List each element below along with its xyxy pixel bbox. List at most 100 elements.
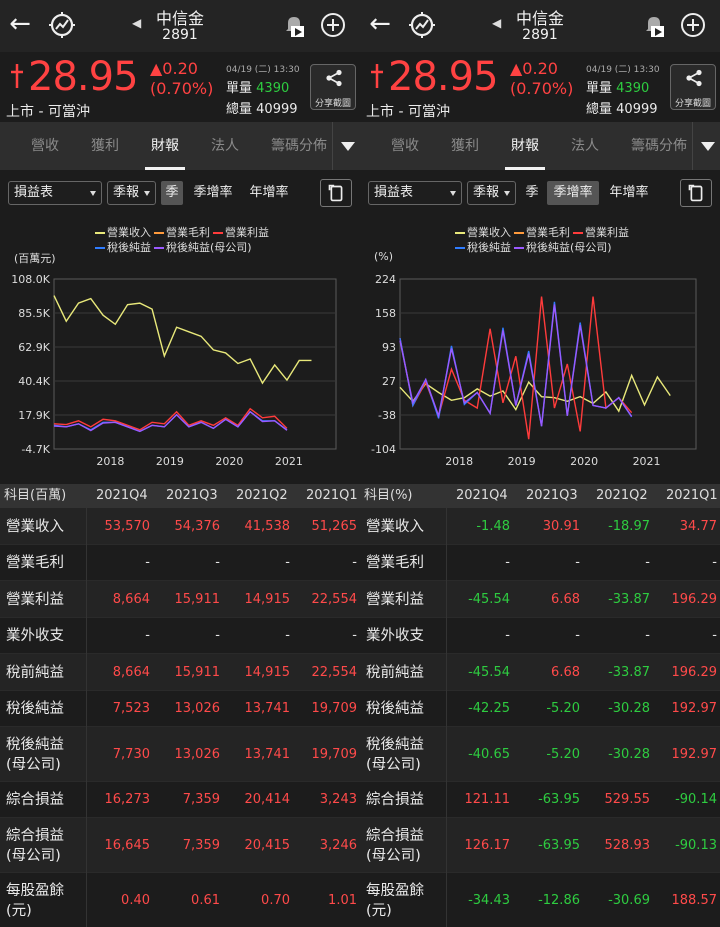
table-row[interactable]: 綜合損益 (母公司) 16,645 7,359 20,415 3,246 bbox=[0, 818, 360, 873]
header-quarter[interactable]: 2021Q2 bbox=[596, 488, 648, 503]
header-quarter[interactable]: 2021Q4 bbox=[456, 488, 508, 503]
legend-item[interactable]: 營業利益 bbox=[213, 226, 269, 239]
tab-chip-distribution[interactable]: 籌碼分佈 bbox=[271, 138, 327, 154]
share-screenshot-button[interactable]: 分享截圖 bbox=[670, 64, 716, 110]
period-select[interactable]: 季報 bbox=[467, 181, 516, 205]
prev-stock-icon[interactable]: ◀ bbox=[132, 16, 142, 30]
table-cell: 121.11 bbox=[464, 792, 511, 807]
table-row[interactable]: 營業毛利 - - - - bbox=[0, 545, 360, 581]
table-cell: - bbox=[712, 555, 717, 570]
rotate-screen-icon[interactable] bbox=[320, 179, 352, 207]
table-row[interactable]: 稅後純益 (母公司) -40.65 -5.20 -30.28 192.97 bbox=[360, 727, 720, 782]
tab-institutional[interactable]: 法人 bbox=[211, 138, 239, 154]
table-row[interactable]: 營業收入 53,570 54,376 41,538 51,265 bbox=[0, 508, 360, 545]
table-cell: - bbox=[352, 628, 357, 643]
column-divider bbox=[446, 618, 447, 654]
add-icon[interactable] bbox=[680, 12, 706, 38]
header-quarter[interactable]: 2021Q4 bbox=[96, 488, 148, 503]
y-axis-unit: (%) bbox=[374, 250, 394, 263]
add-icon[interactable] bbox=[320, 12, 346, 38]
header-quarter[interactable]: 2021Q1 bbox=[666, 488, 718, 503]
table-cell: -30.28 bbox=[608, 701, 650, 716]
tab-more-chevron-icon[interactable] bbox=[332, 122, 360, 170]
table-cell: 13,741 bbox=[244, 746, 291, 762]
seg-qoq[interactable]: 季增率 bbox=[547, 181, 599, 205]
share-screenshot-button[interactable]: 分享截圖 bbox=[310, 64, 356, 110]
y-tick-label: 93 bbox=[382, 341, 396, 354]
quote-section: 28.95 ▲0.20 (0.70%) 上市 - 可當沖 04/19 (二) 1… bbox=[360, 52, 720, 122]
seg-yoy[interactable]: 年增率 bbox=[249, 185, 289, 200]
seg-yoy[interactable]: 年增率 bbox=[609, 185, 649, 200]
legend-item[interactable]: 營業收入 bbox=[455, 226, 511, 239]
header-quarter[interactable]: 2021Q3 bbox=[526, 488, 578, 503]
table-row[interactable]: 綜合損益 16,273 7,359 20,414 3,243 bbox=[0, 782, 360, 818]
tab-financials[interactable]: 財報 bbox=[151, 138, 179, 154]
legend-item[interactable]: 營業毛利 bbox=[514, 226, 570, 239]
plot-frame bbox=[399, 278, 697, 450]
tab-revenue[interactable]: 營收 bbox=[31, 138, 59, 154]
table-cell: 15,911 bbox=[174, 664, 221, 680]
table-row[interactable]: 稅後純益 7,523 13,026 13,741 19,709 bbox=[0, 691, 360, 727]
legend-item[interactable]: 稅後純益 bbox=[95, 241, 151, 254]
table-row[interactable]: 業外收支 - - - - bbox=[0, 618, 360, 654]
tab-more-chevron-icon[interactable] bbox=[692, 122, 720, 170]
series-line bbox=[399, 304, 633, 427]
seg-quarter[interactable]: 季 bbox=[161, 181, 183, 205]
table-cell: 13,026 bbox=[174, 746, 221, 762]
table-row[interactable]: 稅前純益 -45.54 6.68 -33.87 196.29 bbox=[360, 654, 720, 691]
table-row[interactable]: 營業利益 8,664 15,911 14,915 22,554 bbox=[0, 581, 360, 618]
header-quarter[interactable]: 2021Q3 bbox=[166, 488, 218, 503]
table-row[interactable]: 稅後純益 (母公司) 7,730 13,026 13,741 19,709 bbox=[0, 727, 360, 782]
header-quarter[interactable]: 2021Q1 bbox=[306, 488, 358, 503]
table-cell: 22,554 bbox=[311, 591, 358, 607]
tab-profit[interactable]: 獲利 bbox=[91, 138, 119, 154]
legend-item[interactable]: 稅後純益 bbox=[455, 241, 511, 254]
table-row[interactable]: 營業收入 -1.48 30.91 -18.97 34.77 bbox=[360, 508, 720, 545]
trend-refresh-icon[interactable] bbox=[48, 11, 76, 39]
back-arrow-icon[interactable]: ← bbox=[369, 9, 391, 39]
table-row[interactable]: 每股盈餘 (元) 0.40 0.61 0.70 1.01 bbox=[0, 873, 360, 927]
plot-frame bbox=[53, 278, 337, 450]
table-row[interactable]: 營業利益 -45.54 6.68 -33.87 196.29 bbox=[360, 581, 720, 618]
y-tick-label: -38 bbox=[378, 409, 396, 422]
statement-select[interactable]: 損益表 bbox=[8, 181, 102, 205]
bell-add-icon[interactable] bbox=[642, 13, 666, 37]
table-row[interactable]: 營業毛利 - - - - bbox=[360, 545, 720, 581]
tab-profit[interactable]: 獲利 bbox=[451, 138, 479, 154]
seg-qoq[interactable]: 季增率 bbox=[193, 185, 233, 200]
legend-label: 稅後純益(母公司) bbox=[166, 241, 252, 254]
table-row[interactable]: 綜合損益 121.11 -63.95 529.55 -90.14 bbox=[360, 782, 720, 818]
table-row[interactable]: 綜合損益 (母公司) 126.17 -63.95 528.93 -90.13 bbox=[360, 818, 720, 873]
chart-controls: 損益表 季報 季 季增率 年增率 bbox=[360, 170, 720, 216]
quote-datetime: 04/19 (二) 13:30 bbox=[226, 65, 300, 75]
chart-legend-row: 稅後純益 稅後純益(母公司) bbox=[95, 239, 255, 255]
series-line bbox=[53, 410, 288, 433]
table-row[interactable]: 每股盈餘 (元) -34.43 -12.86 -30.69 188.57 bbox=[360, 873, 720, 927]
table-cell: - bbox=[145, 555, 150, 570]
x-tick-label: 2020 bbox=[215, 455, 243, 468]
legend-item[interactable]: 營業毛利 bbox=[154, 226, 210, 239]
table-row[interactable]: 稅後純益 -42.25 -5.20 -30.28 192.97 bbox=[360, 691, 720, 727]
tab-revenue[interactable]: 營收 bbox=[391, 138, 419, 154]
statement-select[interactable]: 損益表 bbox=[368, 181, 462, 205]
legend-item[interactable]: 營業收入 bbox=[95, 226, 151, 239]
header-quarter[interactable]: 2021Q2 bbox=[236, 488, 288, 503]
back-arrow-icon[interactable]: ← bbox=[9, 9, 31, 39]
tab-chip-distribution[interactable]: 籌碼分佈 bbox=[631, 138, 687, 154]
seg-quarter[interactable]: 季 bbox=[525, 185, 539, 200]
prev-stock-icon[interactable]: ◀ bbox=[492, 16, 502, 30]
period-select[interactable]: 季報 bbox=[107, 181, 156, 205]
table-row[interactable]: 業外收支 - - - - bbox=[360, 618, 720, 654]
row-label: 綜合損益 bbox=[6, 792, 64, 808]
legend-item[interactable]: 營業利益 bbox=[573, 226, 629, 239]
legend-item[interactable]: 稅後純益(母公司) bbox=[514, 241, 612, 254]
tab-financials[interactable]: 財報 bbox=[511, 138, 539, 154]
bell-add-icon[interactable] bbox=[282, 13, 306, 37]
legend-item[interactable]: 稅後純益(母公司) bbox=[154, 241, 252, 254]
trend-refresh-icon[interactable] bbox=[408, 11, 436, 39]
table-row[interactable]: 稅前純益 8,664 15,911 14,915 22,554 bbox=[0, 654, 360, 691]
y-tick-label: -4.7K bbox=[21, 443, 50, 456]
rotate-screen-icon[interactable] bbox=[680, 179, 712, 207]
tab-institutional[interactable]: 法人 bbox=[571, 138, 599, 154]
table-cell: 8,664 bbox=[112, 664, 150, 680]
